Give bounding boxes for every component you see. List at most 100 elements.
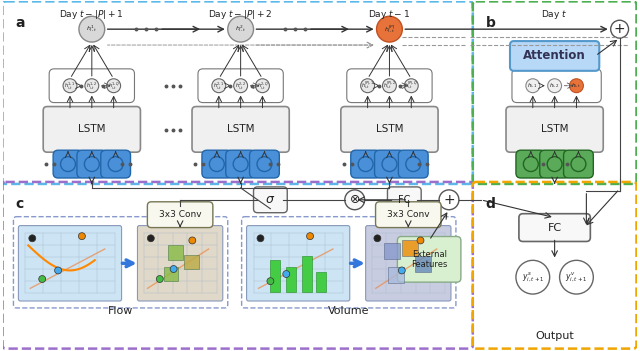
Circle shape bbox=[156, 276, 163, 283]
FancyBboxPatch shape bbox=[77, 150, 107, 178]
Circle shape bbox=[255, 79, 269, 93]
Circle shape bbox=[404, 79, 418, 93]
Circle shape bbox=[79, 233, 85, 240]
FancyBboxPatch shape bbox=[100, 150, 131, 178]
Text: 3x3 Conv: 3x3 Conv bbox=[159, 210, 202, 219]
FancyBboxPatch shape bbox=[387, 187, 421, 213]
Circle shape bbox=[361, 79, 374, 93]
Text: FC: FC bbox=[398, 195, 410, 205]
Bar bbox=[168, 245, 182, 260]
Text: Flow: Flow bbox=[108, 306, 133, 316]
FancyBboxPatch shape bbox=[351, 150, 381, 178]
Circle shape bbox=[79, 16, 105, 42]
Circle shape bbox=[39, 276, 45, 283]
Circle shape bbox=[147, 235, 154, 242]
FancyBboxPatch shape bbox=[250, 150, 279, 178]
Circle shape bbox=[108, 157, 123, 172]
Circle shape bbox=[61, 157, 76, 172]
Bar bbox=[388, 267, 404, 283]
Circle shape bbox=[439, 190, 459, 210]
Bar bbox=[270, 260, 280, 292]
Text: Volume: Volume bbox=[328, 306, 369, 316]
FancyBboxPatch shape bbox=[398, 150, 428, 178]
FancyBboxPatch shape bbox=[246, 226, 350, 301]
Bar bbox=[316, 272, 326, 292]
Circle shape bbox=[107, 79, 120, 93]
Circle shape bbox=[267, 278, 274, 285]
Circle shape bbox=[358, 157, 373, 172]
Text: Attention: Attention bbox=[524, 49, 586, 62]
Circle shape bbox=[526, 79, 540, 93]
FancyBboxPatch shape bbox=[376, 202, 441, 227]
Text: +: + bbox=[614, 22, 625, 36]
Circle shape bbox=[398, 267, 405, 274]
FancyBboxPatch shape bbox=[510, 41, 599, 71]
Circle shape bbox=[257, 235, 264, 242]
Circle shape bbox=[307, 233, 314, 240]
Text: 3x3 Conv: 3x3 Conv bbox=[387, 210, 429, 219]
Text: $h_{i,t}^{|P|}$: $h_{i,t}^{|P|}$ bbox=[384, 24, 395, 35]
Circle shape bbox=[559, 260, 593, 294]
Text: b: b bbox=[486, 16, 495, 30]
Text: $h_{i,t}^{|P|,Q}$: $h_{i,t}^{|P|,Q}$ bbox=[404, 80, 419, 91]
Circle shape bbox=[234, 79, 248, 93]
Bar bbox=[302, 256, 312, 292]
Text: c: c bbox=[15, 197, 24, 211]
Text: Output: Output bbox=[535, 331, 574, 341]
Bar bbox=[184, 255, 199, 269]
FancyBboxPatch shape bbox=[202, 150, 232, 178]
Text: LSTM: LSTM bbox=[376, 124, 403, 134]
Text: $h_{i,t}^{1,Q}$: $h_{i,t}^{1,Q}$ bbox=[108, 80, 120, 91]
Circle shape bbox=[63, 79, 77, 93]
Text: Day $t-|P|+1$: Day $t-|P|+1$ bbox=[60, 8, 124, 21]
FancyBboxPatch shape bbox=[365, 226, 451, 301]
Text: $y_{i,t+1}^s$: $y_{i,t+1}^s$ bbox=[522, 271, 544, 284]
Circle shape bbox=[170, 266, 177, 272]
FancyBboxPatch shape bbox=[397, 237, 461, 282]
Circle shape bbox=[84, 157, 99, 172]
Bar bbox=[164, 267, 179, 281]
Circle shape bbox=[228, 16, 253, 42]
Text: Day $t$: Day $t$ bbox=[541, 8, 568, 21]
FancyBboxPatch shape bbox=[341, 107, 438, 152]
FancyBboxPatch shape bbox=[147, 202, 213, 227]
Text: $h_{i,t}^{2,1}$: $h_{i,t}^{2,1}$ bbox=[213, 80, 225, 91]
Text: LSTM: LSTM bbox=[78, 124, 106, 134]
Circle shape bbox=[524, 157, 538, 172]
Bar bbox=[286, 267, 296, 292]
Text: $\otimes$: $\otimes$ bbox=[349, 193, 360, 206]
Circle shape bbox=[212, 79, 226, 93]
Text: Day $t-|P|+2$: Day $t-|P|+2$ bbox=[209, 8, 273, 21]
Circle shape bbox=[376, 16, 403, 42]
Circle shape bbox=[209, 157, 224, 172]
FancyBboxPatch shape bbox=[564, 150, 593, 178]
Text: FC: FC bbox=[548, 223, 562, 233]
Circle shape bbox=[516, 260, 550, 294]
FancyBboxPatch shape bbox=[226, 150, 255, 178]
Text: LSTM: LSTM bbox=[541, 124, 568, 134]
FancyBboxPatch shape bbox=[506, 107, 604, 152]
Text: External
Features: External Features bbox=[411, 250, 447, 269]
Text: $h_{i,t}^2$: $h_{i,t}^2$ bbox=[235, 24, 246, 34]
Circle shape bbox=[233, 157, 248, 172]
Circle shape bbox=[570, 79, 584, 93]
Bar bbox=[384, 243, 400, 259]
Circle shape bbox=[383, 79, 396, 93]
Circle shape bbox=[374, 235, 381, 242]
Circle shape bbox=[283, 271, 290, 278]
Text: $h_{i,2}$: $h_{i,2}$ bbox=[549, 82, 560, 90]
Text: $h_{i,t}^{|P|,2}$: $h_{i,t}^{|P|,2}$ bbox=[383, 80, 396, 91]
FancyBboxPatch shape bbox=[540, 150, 570, 178]
Circle shape bbox=[257, 157, 272, 172]
Text: $h_{i,t}^{1,1}$: $h_{i,t}^{1,1}$ bbox=[65, 80, 76, 91]
Text: $h_{i,t}^{2,Q}$: $h_{i,t}^{2,Q}$ bbox=[257, 80, 268, 91]
Circle shape bbox=[54, 267, 61, 274]
Circle shape bbox=[189, 237, 196, 244]
Text: a: a bbox=[15, 16, 25, 30]
FancyBboxPatch shape bbox=[53, 150, 83, 178]
Text: $h_{i,t}^{|P|,1}$: $h_{i,t}^{|P|,1}$ bbox=[361, 80, 374, 91]
Text: d: d bbox=[486, 197, 495, 211]
FancyBboxPatch shape bbox=[19, 226, 122, 301]
Circle shape bbox=[85, 79, 99, 93]
Text: $h_{i,t}$: $h_{i,t}$ bbox=[572, 82, 582, 90]
